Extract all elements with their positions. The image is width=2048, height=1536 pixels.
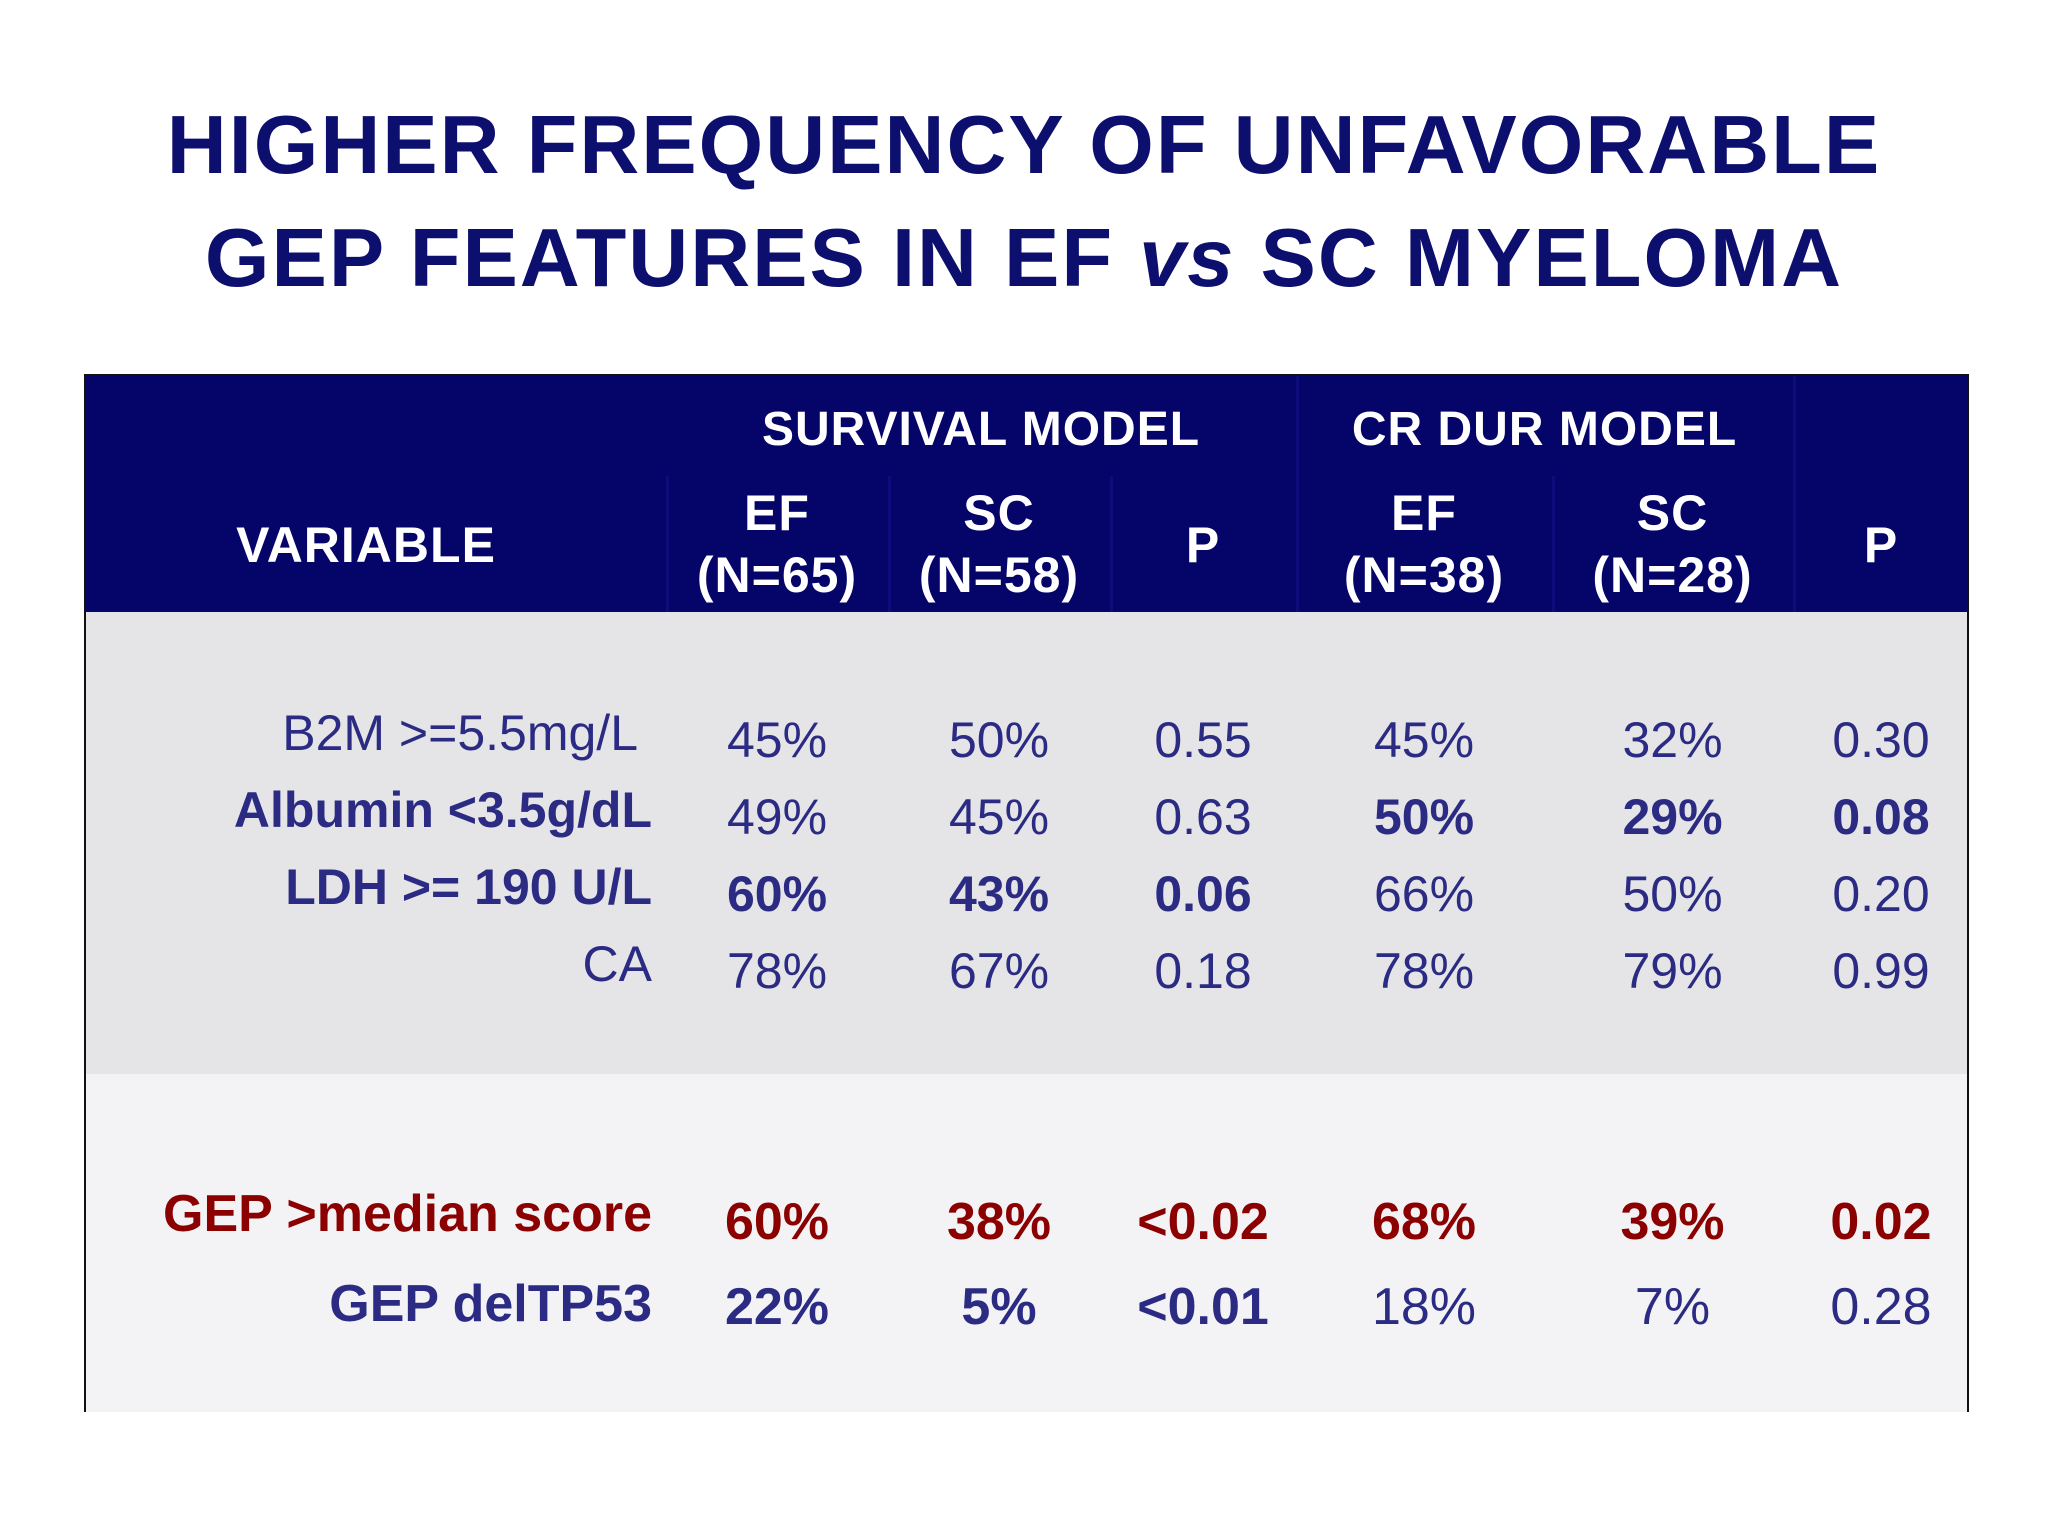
survival-p-value: 0.06 xyxy=(1154,866,1252,922)
survival-ef-value: 45% xyxy=(726,712,828,768)
crdur-p-value: 0.02 xyxy=(1830,1193,1932,1251)
header-divider xyxy=(1793,376,1796,612)
crdur-p-value: 0.08 xyxy=(1832,789,1930,845)
survival-p-value: 0.63 xyxy=(1154,789,1252,845)
title-line-2-start: GEP FEATURES IN EF xyxy=(204,211,1140,304)
title-line-1: HIGHER FREQUENCY OF UNFAVORABLE xyxy=(166,98,1882,191)
survival-ef-value: 60% xyxy=(726,866,828,922)
survival-ef-value: 78% xyxy=(726,943,828,999)
crdur-sc-value: 39% xyxy=(1620,1193,1725,1251)
survival-ef-value: 22% xyxy=(724,1278,830,1336)
row-label: Albumin <3.5g/dL xyxy=(233,782,652,838)
crdur-ef-n: (N=38) xyxy=(1343,547,1505,603)
title-line-2: GEP FEATURES IN EF vs SC MYELOMA xyxy=(0,201,2048,314)
survival-sc-n: (N=58) xyxy=(918,547,1080,603)
crdur-sc-value: 7% xyxy=(1634,1278,1711,1336)
crdur-sc-name: SC xyxy=(1636,485,1709,541)
survival-p-header: P xyxy=(1185,517,1221,573)
survival-p-value: 0.18 xyxy=(1154,943,1252,999)
header-divider xyxy=(888,476,891,612)
crdur-sc-value: 32% xyxy=(1622,712,1723,768)
crdur-ef-value: 78% xyxy=(1373,943,1475,999)
slide-title: HIGHER FREQUENCY OF UNFAVORABLE GEP FEAT… xyxy=(0,88,2048,314)
survival-sc-header: SC (N=58) xyxy=(888,482,1110,606)
survival-sc-value: 5% xyxy=(961,1278,1037,1336)
header-divider xyxy=(1296,376,1299,612)
crdur-sc-n: (N=28) xyxy=(1592,547,1753,603)
crdur-sc-value: 29% xyxy=(1622,789,1723,845)
crdur-p-header: P xyxy=(1863,517,1899,573)
crdur-ef-name: EF xyxy=(1391,485,1457,541)
crdur-ef-value: 50% xyxy=(1373,789,1475,845)
survival-ef-value: 60% xyxy=(724,1193,830,1251)
crdur-p-value: 0.99 xyxy=(1832,943,1930,999)
row-label: GEP >median score xyxy=(163,1185,652,1243)
crdur-ef-header: EF (N=38) xyxy=(1296,482,1552,606)
survival-ef-n: (N=65) xyxy=(696,547,858,603)
row-label: B2M >=5.5mg/L xyxy=(282,705,638,761)
crdur-sc-value: 50% xyxy=(1622,866,1723,922)
survival-sc-value: 45% xyxy=(948,789,1050,845)
survival-sc-value: 67% xyxy=(948,943,1050,999)
survival-ef-name: EF xyxy=(744,485,810,541)
survival-p-value: <0.02 xyxy=(1137,1193,1269,1251)
survival-p-value: <0.01 xyxy=(1137,1278,1269,1336)
crdur-p-value: 0.30 xyxy=(1832,712,1930,768)
row-label: LDH >= 190 U/L xyxy=(285,859,652,915)
table-header: SURVIVAL MODEL CR DUR MODEL VARIABLE EF … xyxy=(86,376,1967,612)
survival-sc-value: 50% xyxy=(948,712,1050,768)
title-line-2-end: SC MYELOMA xyxy=(1235,211,1844,304)
survival-ef-header: EF (N=65) xyxy=(666,482,888,606)
crdur-ef-value: 66% xyxy=(1373,866,1475,922)
crdur-sc-value: 79% xyxy=(1622,943,1723,999)
crdur-ef-value: 45% xyxy=(1373,712,1475,768)
survival-sc-value: 43% xyxy=(948,866,1050,922)
crdur-ef-value: 18% xyxy=(1371,1278,1477,1336)
variable-column-header: VARIABLE xyxy=(236,517,496,573)
survival-model-header: SURVIVAL MODEL xyxy=(761,403,1201,456)
survival-sc-name: SC xyxy=(963,485,1035,541)
survival-p-value: 0.55 xyxy=(1154,712,1252,768)
gep-features-band xyxy=(86,1074,1967,1412)
survival-sc-value: 38% xyxy=(946,1193,1052,1251)
survival-ef-value: 49% xyxy=(726,789,828,845)
row-label: GEP delTP53 xyxy=(329,1275,652,1333)
crdur-p-value: 0.20 xyxy=(1832,866,1930,922)
header-divider xyxy=(666,476,669,612)
crdur-p-value: 0.28 xyxy=(1830,1278,1932,1336)
header-divider xyxy=(1552,476,1555,612)
crdur-sc-header: SC (N=28) xyxy=(1552,482,1793,606)
clinical-variables-band xyxy=(86,612,1967,1074)
title-vs: vs xyxy=(1139,211,1236,304)
results-table: SURVIVAL MODEL CR DUR MODEL VARIABLE EF … xyxy=(84,374,1969,1412)
cr-dur-model-header: CR DUR MODEL xyxy=(1351,403,1738,456)
row-label: CA xyxy=(582,936,652,992)
crdur-ef-value: 68% xyxy=(1371,1193,1477,1251)
header-divider xyxy=(1110,476,1113,612)
